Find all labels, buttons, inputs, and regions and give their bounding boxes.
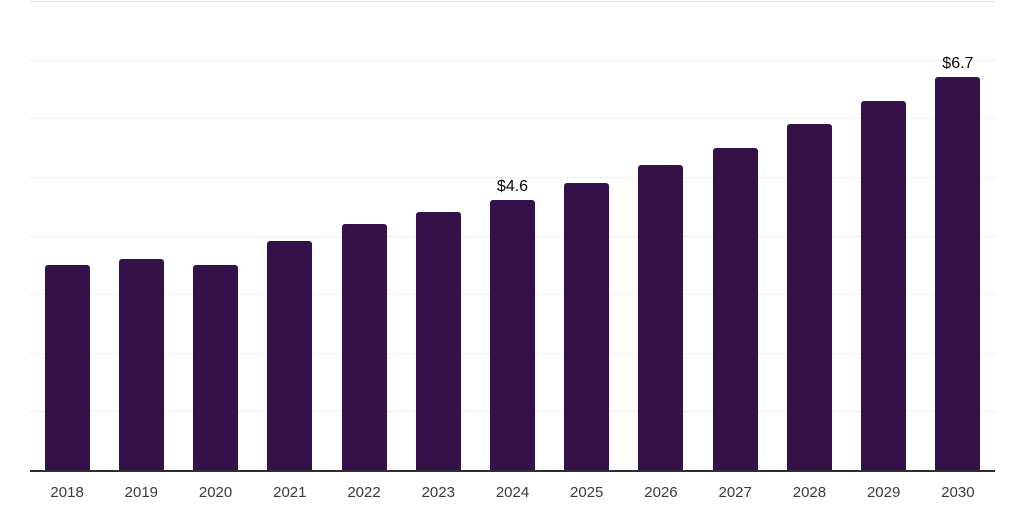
bar-2027 (712, 147, 758, 470)
bar-2025 (564, 182, 610, 470)
plot-area: $4.6 $6.7 (30, 1, 995, 472)
bar-2019 (118, 258, 164, 470)
x-tick-2028: 2028 (792, 484, 827, 501)
bar-2030 (935, 77, 981, 470)
x-tick-2023: 2023 (421, 484, 455, 501)
x-tick-2019: 2019 (124, 484, 159, 501)
x-tick-2021: 2021 (273, 484, 307, 501)
x-tick-2022: 2022 (347, 484, 381, 501)
bar-2022 (341, 223, 387, 470)
data-label-2024: $4.6 (496, 178, 529, 196)
bar-2028 (786, 124, 832, 470)
x-tick-2026: 2026 (644, 484, 678, 501)
x-tick-2025: 2025 (570, 484, 604, 501)
gridline (30, 118, 995, 120)
x-tick-2027: 2027 (718, 484, 752, 501)
data-label-2030: $6.7 (942, 55, 974, 73)
bar-2018 (44, 264, 90, 470)
x-tick-2030: 2030 (941, 484, 975, 501)
x-tick-2024: 2024 (495, 484, 530, 501)
gridline (30, 59, 995, 61)
x-tick-2020: 2020 (198, 484, 233, 501)
bar-2021 (267, 241, 313, 470)
bar-2020 (193, 264, 239, 470)
x-tick-2018: 2018 (50, 484, 84, 501)
bar-2026 (638, 165, 684, 470)
bar-2024 (490, 200, 535, 470)
bar-2023 (415, 212, 461, 470)
bar-2029 (861, 100, 907, 470)
gridline (30, 1, 995, 2)
gridline (30, 176, 995, 178)
x-tick-2029: 2029 (866, 484, 901, 501)
